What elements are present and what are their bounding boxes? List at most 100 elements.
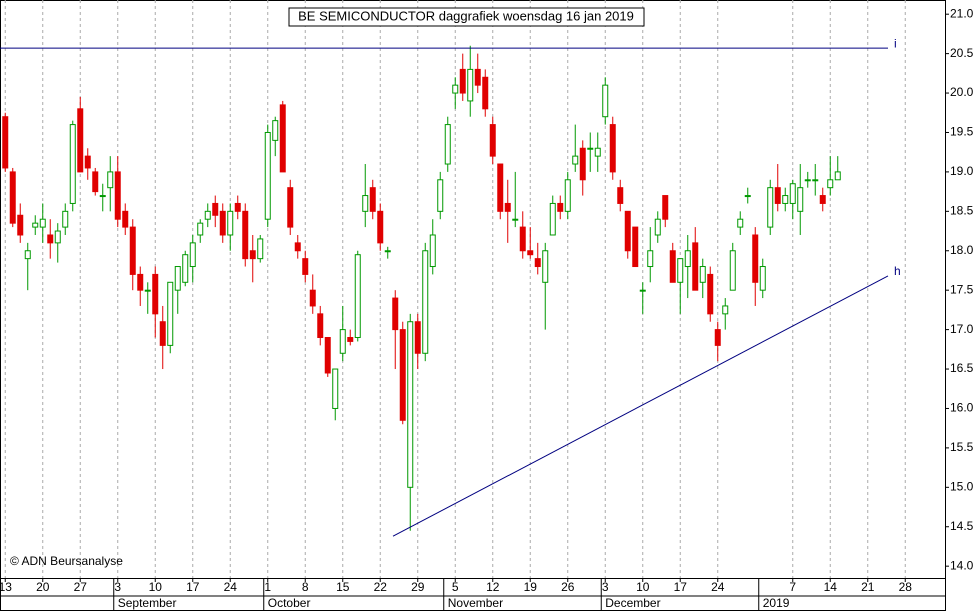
y-tick-label: 17.0 [950, 322, 974, 336]
candle-body [204, 210, 211, 220]
candle-body [737, 218, 744, 228]
candle-body [714, 329, 721, 346]
candle-body [234, 202, 241, 212]
candle-body [782, 195, 789, 204]
candle-body [549, 202, 556, 236]
copyright: © ADN Beursanalyse [10, 554, 123, 568]
x-tick-label: 28 [899, 580, 913, 594]
candle-body [812, 179, 819, 182]
candle-body [512, 218, 519, 221]
candle-body [227, 210, 234, 236]
candle-body [369, 187, 376, 212]
candle-body [92, 171, 99, 193]
candle-body [257, 238, 264, 260]
y-tick-label: 19.5 [950, 125, 974, 139]
candle-body [399, 329, 406, 421]
x-tick-label: 13 [0, 580, 12, 594]
y-tick-label: 20.5 [950, 46, 974, 60]
candle-body [54, 230, 61, 244]
candle-body [767, 187, 774, 228]
candle-body [609, 124, 616, 173]
candle-body [669, 250, 676, 283]
candle-body [444, 124, 451, 165]
candle-body [827, 179, 834, 189]
x-tick-label: 3 [114, 580, 121, 594]
candle-body [17, 214, 24, 236]
candle-body [774, 187, 781, 204]
x-tick-label: 7 [789, 580, 796, 594]
x-tick-label: 10 [149, 580, 163, 594]
y-tick-label: 18.5 [950, 204, 974, 218]
month-label: 2019 [763, 596, 790, 610]
candle-body [62, 210, 69, 228]
candle-body [84, 155, 91, 169]
candle-body [407, 321, 414, 488]
candle-body [587, 147, 594, 150]
candle-body [639, 289, 646, 292]
candle-body [167, 281, 174, 346]
x-tick-label: 22 [374, 580, 388, 594]
candle-body [467, 68, 474, 102]
candle-body [32, 222, 39, 228]
candle-body [159, 321, 166, 346]
candle-body [114, 171, 121, 220]
candle-body [654, 218, 661, 236]
candle-body [677, 258, 684, 283]
x-tick-label: 26 [561, 580, 575, 594]
candle-body [497, 163, 504, 212]
x-tick-label: 21 [861, 580, 875, 594]
y-tick-label: 18.0 [950, 243, 974, 257]
x-tick-label: 17 [186, 580, 200, 594]
candle-body [519, 226, 526, 252]
candle-body [272, 120, 279, 141]
candle-body [527, 250, 534, 256]
candle-body [834, 171, 841, 181]
y-tick-label: 16.5 [950, 361, 974, 375]
candles [0, 45, 889, 537]
candle-body [2, 116, 9, 169]
y-tick-label: 15.0 [950, 479, 974, 493]
x-tick-label: 24 [711, 580, 725, 594]
candle-body [797, 187, 804, 212]
x-tick-label: 1 [264, 580, 271, 594]
candle-body [129, 226, 136, 275]
candle-body [804, 179, 811, 182]
candle-body [662, 195, 669, 220]
candle-body [572, 155, 579, 165]
candle-body [542, 250, 549, 283]
x-tick-label: 14 [824, 580, 838, 594]
candle-body [332, 368, 339, 409]
candle-body [789, 183, 796, 204]
candle-body [99, 195, 106, 198]
x-tick-label: 15 [336, 580, 350, 594]
candle-body [437, 179, 444, 212]
candle-body [107, 171, 114, 189]
candle-body [594, 147, 601, 157]
x-tick-label: 5 [452, 580, 459, 594]
candle-body [564, 179, 571, 212]
month-label: December [605, 596, 660, 610]
candle-body [339, 329, 346, 354]
candle-body [212, 202, 219, 216]
candle-body [692, 242, 699, 291]
x-tick-label: 3 [602, 580, 609, 594]
candle-body [152, 273, 159, 315]
candle-body [309, 289, 316, 307]
y-tick-label: 19.0 [950, 164, 974, 178]
candle-body [317, 313, 324, 338]
x-tick-label: 29 [411, 580, 425, 594]
candle-body [377, 210, 384, 244]
x-tick-label: 24 [224, 580, 238, 594]
candle-body [24, 250, 31, 260]
candle-body [249, 250, 256, 260]
candle-body [414, 321, 421, 354]
candle-body [617, 187, 624, 204]
trend-line [392, 275, 889, 537]
candle-body [422, 250, 429, 354]
candle-body [684, 250, 691, 268]
candle-body [144, 289, 151, 292]
x-tick-label: 17 [674, 580, 688, 594]
candle-body [354, 254, 361, 338]
candle-body [39, 218, 46, 228]
candle-body [219, 210, 226, 236]
